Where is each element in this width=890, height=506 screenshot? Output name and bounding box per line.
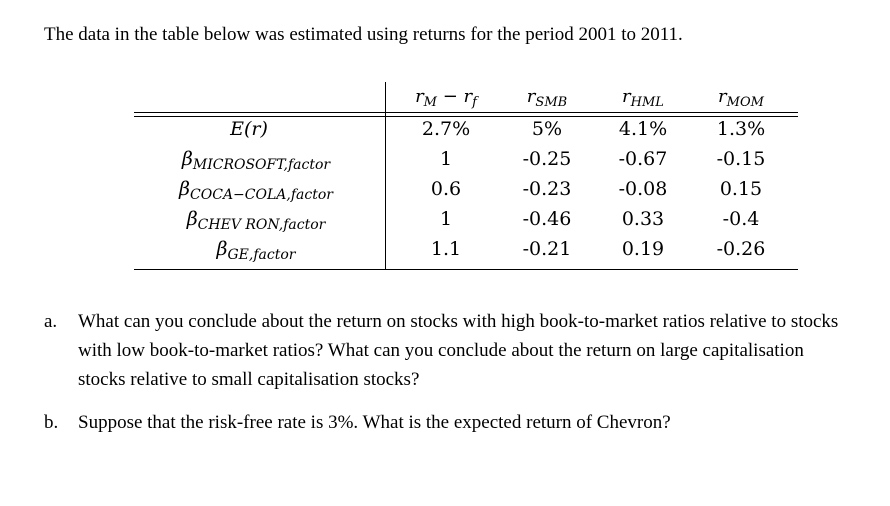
table-bottom-rule xyxy=(134,269,798,270)
header-smb: rSMB xyxy=(526,86,568,110)
table-cell: 0.6 xyxy=(430,178,462,200)
table-cell: 1.1 xyxy=(430,238,462,260)
table-cell: -0.23 xyxy=(522,178,572,200)
table-cell: 2.7% xyxy=(421,118,471,140)
question-text: What can you conclude about the return o… xyxy=(78,311,839,390)
table-cell: 1 xyxy=(439,148,453,170)
table-cell: -0.21 xyxy=(522,238,572,260)
header-hml: rHML xyxy=(622,86,664,110)
table-cell: 1.3% xyxy=(716,118,766,140)
factor-table: rM − rf rSMB rHML rMOM E(r) βMICROSOFT,f… xyxy=(134,82,798,270)
question-label: a. xyxy=(44,311,58,332)
intro-text: The data in the table below was estimate… xyxy=(44,24,683,45)
table-cell: 0.19 xyxy=(621,238,665,260)
row-label-microsoft: βMICROSOFT,factor xyxy=(181,148,331,173)
table-cell: -0.26 xyxy=(716,238,766,260)
table-cell: 5% xyxy=(531,118,563,140)
table-cell: 0.33 xyxy=(621,208,665,230)
table-cell: -0.08 xyxy=(618,178,668,200)
table-cell: 0.15 xyxy=(719,178,763,200)
row-label-coca-cola: βCOCA−COLA,factor xyxy=(179,178,333,203)
row-label-ge: βGE,factor xyxy=(216,238,296,263)
question-label: b. xyxy=(44,412,59,433)
table-cell: 4.1% xyxy=(618,118,668,140)
table-cell: -0.46 xyxy=(522,208,572,230)
table-cell: -0.15 xyxy=(716,148,766,170)
header-market: rM − rf xyxy=(415,86,477,110)
table-divider xyxy=(385,82,386,270)
row-label-expected-return: E(r) xyxy=(230,118,268,140)
header-mom: rMOM xyxy=(718,86,764,110)
table-cell: -0.67 xyxy=(618,148,668,170)
table-cell: -0.4 xyxy=(722,208,760,230)
table-cell: 1 xyxy=(439,208,453,230)
header-rule-top xyxy=(134,112,798,113)
header-rule-bottom xyxy=(134,116,798,117)
table-cell: -0.25 xyxy=(522,148,572,170)
row-label-chevron: βCHEV RON,factor xyxy=(186,208,326,233)
question-text: Suppose that the risk-free rate is 3%. W… xyxy=(78,412,671,433)
